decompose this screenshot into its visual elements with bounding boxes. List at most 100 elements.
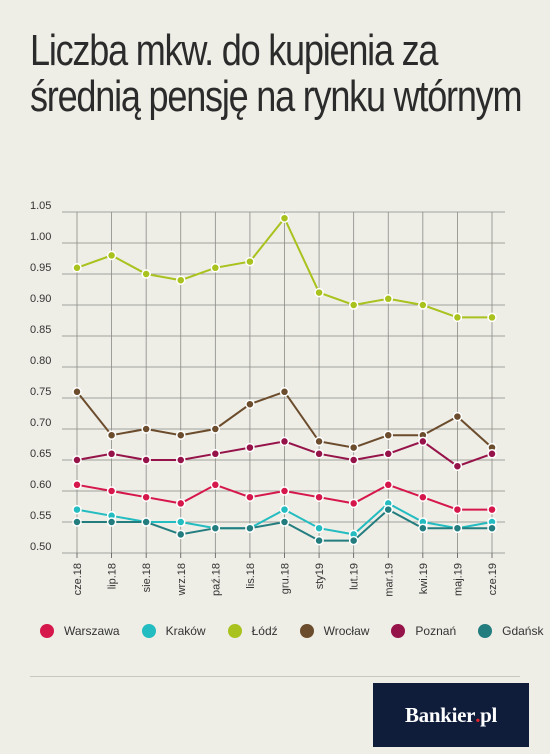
x-tick-label: sty19 <box>314 563 326 589</box>
data-point <box>245 492 255 502</box>
data-point <box>176 430 186 440</box>
data-point <box>279 486 290 496</box>
x-tick-label: kwi.19 <box>418 563 430 594</box>
data-point <box>141 517 151 527</box>
legend-dot-icon <box>299 624 314 638</box>
data-point <box>176 517 186 527</box>
data-point <box>383 480 393 490</box>
y-tick-label: 0.95 <box>30 262 51 274</box>
data-point <box>383 430 393 440</box>
data-point <box>452 504 463 515</box>
legend-label: Poznań <box>415 624 457 638</box>
y-tick-label: 0.60 <box>30 479 51 491</box>
data-point <box>72 263 82 273</box>
data-point <box>141 424 151 434</box>
data-point <box>245 399 255 409</box>
x-tick-label: maj.19 <box>452 563 464 596</box>
legend-label: Łódź <box>251 624 278 638</box>
data-point <box>487 523 497 533</box>
data-point <box>106 486 117 496</box>
data-point <box>210 523 221 533</box>
data-point <box>452 523 463 533</box>
data-point <box>279 387 290 397</box>
data-point <box>314 492 324 502</box>
data-point <box>210 424 221 434</box>
legend: Warszawa Kraków Łódź Wrocław Poznań Gdańsk <box>40 624 543 638</box>
data-point <box>72 504 82 515</box>
legend-label: Wrocław <box>323 624 370 638</box>
legend-item: Warszawa <box>40 624 120 638</box>
data-point <box>418 436 428 447</box>
data-point <box>210 449 221 459</box>
data-point <box>72 480 82 490</box>
legend-dot-icon <box>391 624 406 638</box>
data-point <box>452 312 463 323</box>
data-point <box>452 461 463 471</box>
legend-label: Gdańsk <box>502 624 544 638</box>
brand-name: Bankier <box>404 702 476 727</box>
y-tick-label: 1.05 <box>30 200 51 212</box>
data-point <box>418 300 428 310</box>
data-point <box>106 250 117 261</box>
y-tick-label: 0.85 <box>30 324 51 336</box>
x-tick-label: lis.18 <box>245 563 257 589</box>
y-tick-label: 0.80 <box>30 355 51 367</box>
x-tick-label: lut.19 <box>349 563 361 590</box>
y-tick-label: 0.90 <box>30 293 51 305</box>
x-tick-label: gru.18 <box>280 563 292 594</box>
legend-label: Kraków <box>165 624 206 638</box>
data-point <box>176 455 186 465</box>
data-point <box>418 492 428 502</box>
x-tick-label: cze.18 <box>72 563 84 595</box>
legend-item: Gdańsk <box>478 624 543 638</box>
data-point <box>348 442 359 453</box>
data-point <box>487 312 497 323</box>
y-tick-label: 0.75 <box>30 386 51 398</box>
data-point <box>418 523 428 533</box>
data-point <box>279 517 290 527</box>
data-point <box>106 449 117 459</box>
legend-dot-icon <box>40 624 54 638</box>
data-point <box>245 523 255 533</box>
legend-dot-icon <box>227 624 242 638</box>
data-point <box>176 275 186 285</box>
data-point <box>72 517 82 527</box>
x-tick-label: wrz.18 <box>176 563 188 596</box>
brand-dot: . <box>475 702 481 727</box>
brand-tld: pl <box>480 702 498 727</box>
data-point <box>279 213 290 223</box>
data-point <box>348 535 359 546</box>
y-tick-label: 0.65 <box>30 448 51 460</box>
data-point <box>245 256 255 267</box>
data-point <box>279 504 290 515</box>
y-tick-label: 0.50 <box>30 541 51 553</box>
data-point <box>314 523 324 533</box>
data-point <box>314 436 324 447</box>
x-tick-label: cze.19 <box>487 563 499 595</box>
data-point <box>383 504 393 515</box>
legend-item: Wrocław <box>299 624 370 638</box>
legend-label: Warszawa <box>64 624 120 638</box>
data-point <box>210 263 221 273</box>
y-tick-label: 0.55 <box>30 510 51 522</box>
legend-item: Łódź <box>227 624 278 638</box>
data-point <box>314 287 324 298</box>
divider <box>30 676 520 677</box>
data-point <box>210 480 221 490</box>
line-chart: 0.50 0.55 0.60 0.65 0.70 0.75 0.80 0.85 0.90 0.95… <box>30 200 505 597</box>
data-point <box>106 430 117 440</box>
data-point <box>176 498 186 509</box>
data-point <box>106 517 117 527</box>
y-tick-label: 0.70 <box>30 417 51 429</box>
bankier-logo[interactable]: Bankier. pl <box>373 683 529 747</box>
data-point <box>348 455 359 465</box>
x-tick-label: mar.19 <box>383 563 395 597</box>
data-point <box>176 529 186 540</box>
legend-item: Poznań <box>391 624 456 638</box>
chart-title: Liczba mkw. do kupienia za średnią pensj… <box>30 26 523 121</box>
data-point <box>141 492 151 502</box>
x-tick-label: lip.18 <box>107 563 119 589</box>
data-point <box>72 387 82 397</box>
data-point <box>452 411 463 422</box>
y-tick-label: 1.00 <box>30 231 51 243</box>
